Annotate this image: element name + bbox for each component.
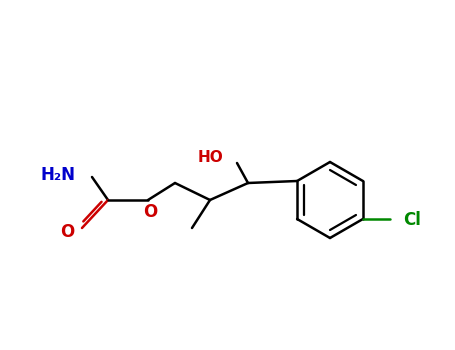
Text: HO: HO [197, 150, 223, 166]
Text: H₂N: H₂N [41, 166, 76, 184]
Text: Cl: Cl [403, 211, 421, 229]
Text: O: O [60, 223, 74, 241]
Text: O: O [143, 203, 157, 221]
